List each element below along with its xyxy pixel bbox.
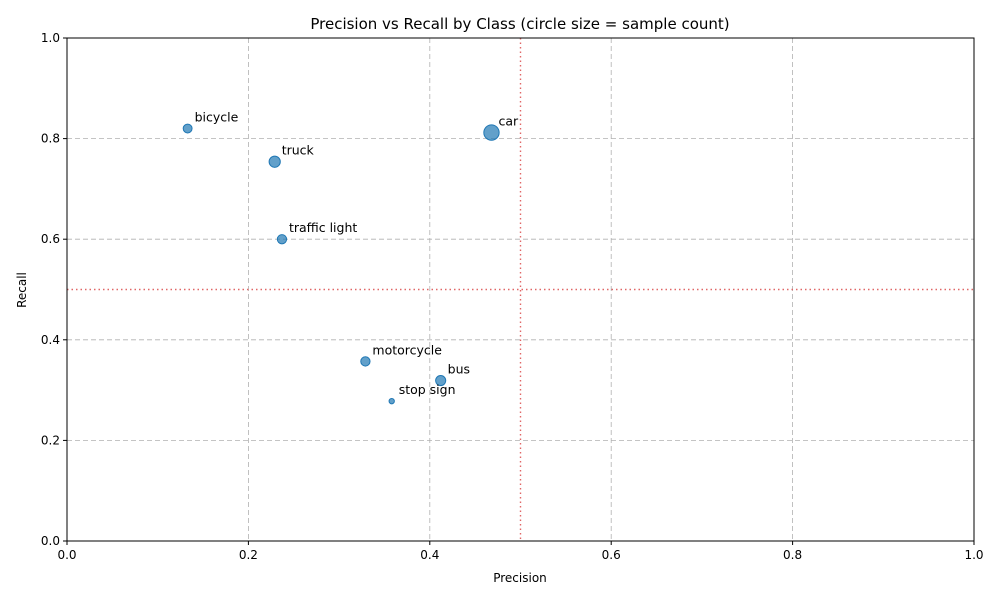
- x-tick-label: 0.4: [420, 548, 439, 562]
- point-label: stop sign: [399, 382, 456, 397]
- grid-lines: [67, 38, 974, 541]
- data-point: [276, 234, 288, 245]
- data-point: [268, 155, 281, 168]
- data-points: [182, 123, 500, 405]
- x-tick-label: 0.2: [239, 548, 258, 562]
- data-point: [483, 124, 500, 141]
- y-tick-label: 0.8: [41, 132, 60, 146]
- y-tick-label: 0.4: [41, 333, 60, 347]
- point-label: bus: [448, 362, 470, 377]
- y-tick-label: 0.0: [41, 534, 60, 548]
- y-tick-label: 0.6: [41, 232, 60, 246]
- data-point: [182, 123, 193, 134]
- axis-ticks: 0.0 0.2 0.4 0.6 0.8 1.0 0.0 0.2 0.4 0.6 0.8 1.0: [41, 31, 984, 562]
- x-tick-label: 0.0: [57, 548, 76, 562]
- x-tick-label: 0.6: [602, 548, 621, 562]
- point-label: motorcycle: [372, 342, 442, 357]
- y-axis-label: Recall: [15, 272, 29, 308]
- data-point: [435, 375, 447, 387]
- point-labels: bicycle car truck traffic light motorcycle bu…: [195, 110, 519, 398]
- reference-lines: [67, 38, 974, 541]
- point-label: truck: [282, 143, 315, 158]
- y-tick-label: 1.0: [41, 31, 60, 45]
- chart-title: Precision vs Recall by Class (circle siz…: [310, 15, 729, 33]
- x-axis-label: Precision: [493, 571, 547, 585]
- point-label: traffic light: [289, 220, 357, 235]
- x-tick-label: 0.8: [783, 548, 802, 562]
- data-point: [388, 398, 395, 405]
- plot-frame: [66, 37, 975, 542]
- point-label: car: [498, 114, 519, 129]
- y-tick-label: 0.2: [41, 433, 60, 447]
- x-tick-label: 1.0: [964, 548, 983, 562]
- data-point: [360, 356, 371, 367]
- point-label: bicycle: [195, 110, 239, 125]
